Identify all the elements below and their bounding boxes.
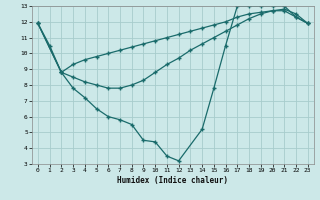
X-axis label: Humidex (Indice chaleur): Humidex (Indice chaleur)	[117, 176, 228, 185]
